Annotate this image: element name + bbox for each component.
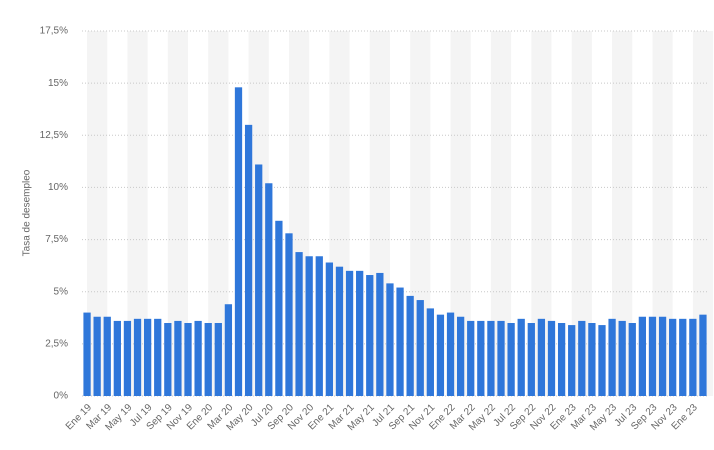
background-stripe: [450, 31, 471, 396]
bar: [133, 318, 142, 396]
bar: [194, 320, 202, 396]
background-stripe: [531, 31, 552, 396]
bar: [345, 270, 354, 396]
background-stripe: [288, 31, 310, 396]
bar: [123, 320, 132, 396]
bar: [648, 316, 657, 396]
bar: [164, 323, 172, 396]
background-stripe: [692, 31, 714, 396]
bar: [456, 316, 465, 396]
bar: [335, 266, 344, 396]
bar: [103, 316, 111, 396]
bar: [588, 323, 596, 396]
y-axis-label: Tasa de desempleo: [22, 169, 33, 256]
bar: [315, 256, 323, 396]
bar: [527, 323, 535, 396]
background-stripe: [571, 31, 592, 396]
bar: [305, 256, 313, 396]
bar: [598, 325, 606, 396]
bar: [477, 320, 485, 396]
bar: [658, 316, 667, 396]
bar: [184, 323, 192, 396]
bar: [497, 320, 505, 396]
bar: [406, 295, 414, 396]
bar: [295, 252, 303, 396]
y-tick-label: 0%: [54, 391, 69, 402]
bar: [366, 275, 374, 396]
bar: [628, 323, 636, 396]
bar: [93, 316, 101, 396]
background-stripe: [410, 31, 431, 396]
bar: [325, 262, 334, 396]
bar: [669, 318, 677, 396]
bar: [608, 318, 616, 396]
bar: [467, 320, 475, 396]
bar: [699, 314, 707, 396]
bar: [416, 300, 424, 396]
bar: [386, 283, 394, 396]
y-tick-label: 2,5%: [45, 338, 68, 349]
bar: [679, 318, 687, 396]
bar: [638, 316, 647, 396]
bar: [356, 270, 364, 396]
bar: [234, 87, 243, 397]
bar: [154, 318, 162, 396]
bar: [578, 320, 586, 396]
bar: [285, 233, 293, 396]
bar: [436, 314, 445, 396]
bar: [244, 124, 253, 396]
y-tick-label: 17,5%: [40, 26, 68, 37]
bar: [204, 323, 212, 396]
bar: [517, 318, 525, 396]
y-tick-label: 7,5%: [45, 234, 68, 245]
bar: [275, 220, 283, 396]
y-tick-label: 5%: [54, 286, 69, 297]
background-stripe: [87, 31, 108, 396]
bar: [507, 323, 515, 396]
bar: [689, 318, 697, 396]
bar: [255, 164, 263, 396]
bar: [265, 183, 273, 396]
bar: [446, 312, 455, 396]
background-stripe: [329, 31, 350, 396]
y-tick-label: 15%: [48, 78, 68, 89]
bar: [426, 308, 434, 396]
bar: [174, 320, 182, 396]
background-stripe: [369, 31, 390, 396]
y-tick-label: 12,5%: [40, 130, 68, 141]
bar: [568, 325, 576, 396]
bar: [557, 323, 566, 396]
bar: [143, 318, 152, 396]
background-stripe: [490, 31, 512, 396]
y-tick-label: 10%: [48, 182, 68, 193]
background-stripe: [167, 31, 189, 396]
background-stripe: [612, 31, 633, 396]
bar: [83, 312, 91, 396]
bar: [547, 320, 556, 396]
bar: [537, 318, 546, 396]
background-stripe: [652, 31, 673, 396]
background-stripe: [127, 31, 148, 396]
bar: [487, 320, 495, 396]
bar: [214, 323, 222, 396]
bar: [618, 320, 626, 396]
bar: [376, 272, 384, 396]
background-stripe: [208, 31, 229, 396]
bar: [396, 287, 404, 396]
bar: [224, 304, 233, 396]
bar: [113, 320, 121, 396]
